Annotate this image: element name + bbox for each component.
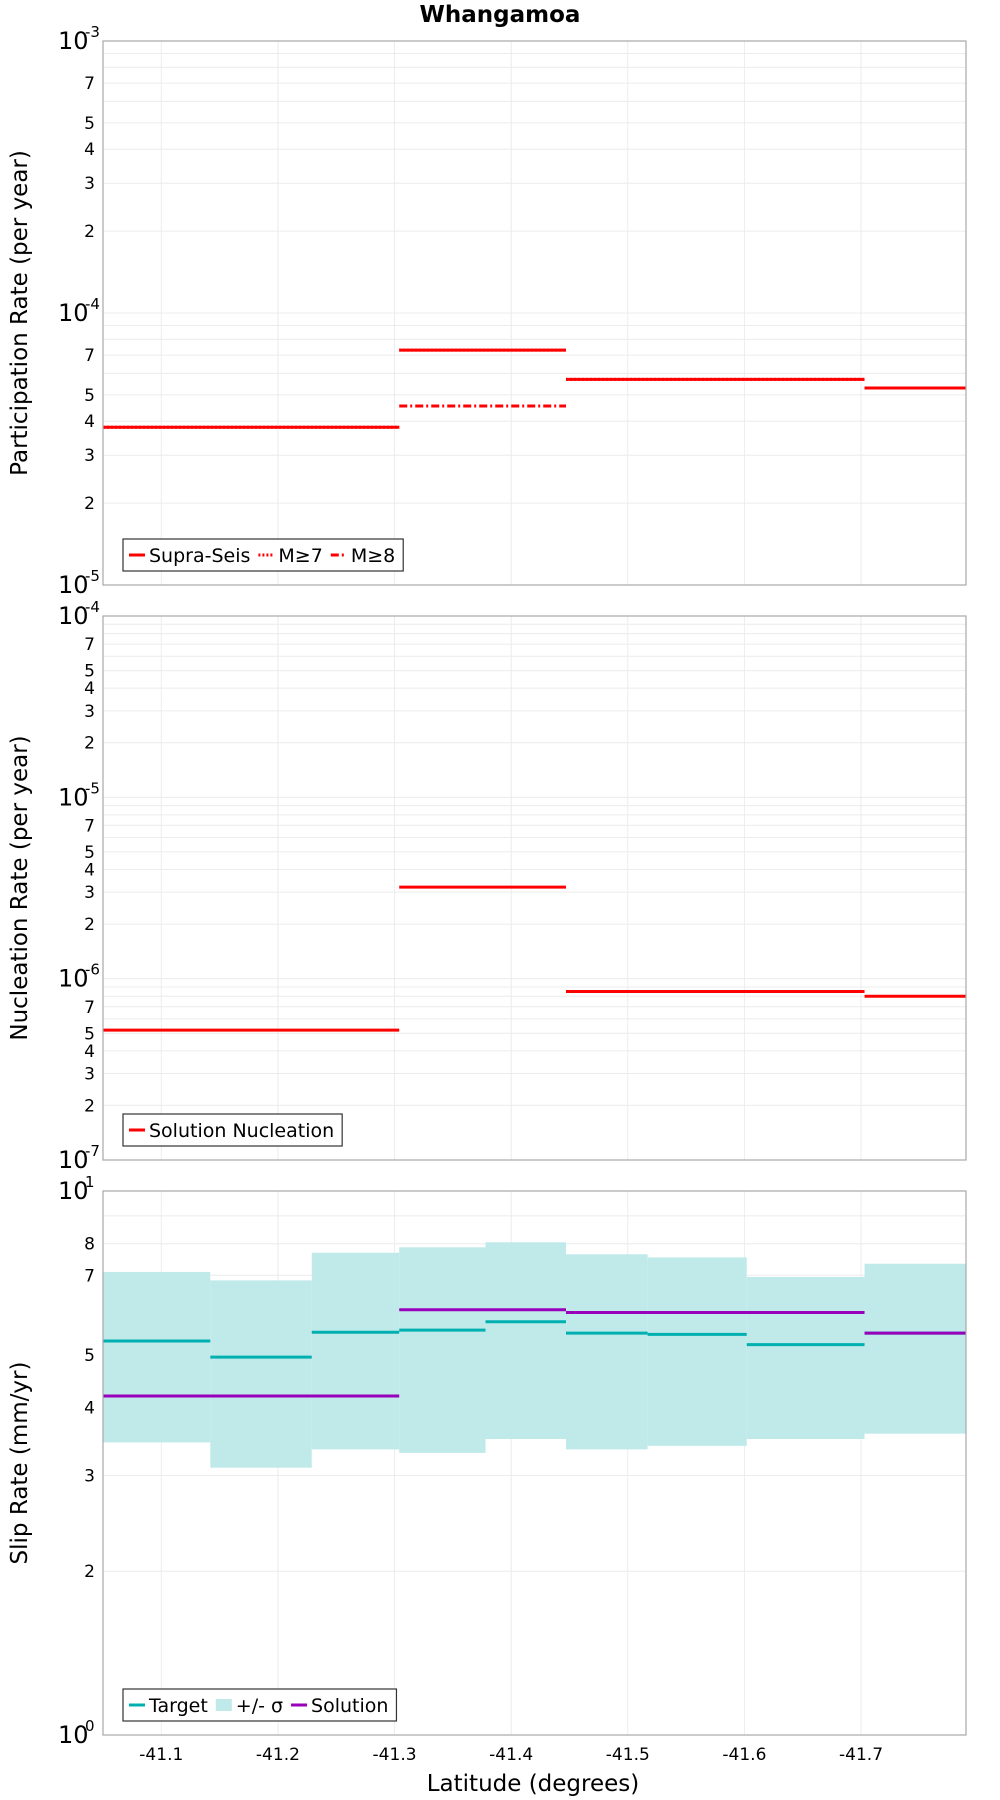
- y-axis-label: Participation Rate (per year): [7, 150, 33, 476]
- y-tick-label: 2: [84, 915, 95, 935]
- x-axis-ticks: -41.1 -41.2 -41.3 -41.4 -41.5 -41.6 -41.7: [139, 1745, 883, 1765]
- y-tick-label: 10: [58, 299, 89, 327]
- y-axis-label: Slip Rate (mm/yr): [7, 1362, 33, 1565]
- legend-frame: [122, 1113, 343, 1147]
- sigma-band-segment: [399, 1247, 486, 1453]
- y-tick-label: 7: [84, 74, 95, 94]
- x-tick-label: -41.2: [256, 1745, 300, 1765]
- x-tick-label: -41.4: [489, 1745, 533, 1765]
- chart-title: Whangamoa: [420, 2, 581, 28]
- y-tick-label: 3: [84, 1064, 95, 1084]
- y-tick-label: 10: [58, 27, 89, 55]
- legend-label: M≥8: [351, 545, 395, 567]
- y-tick-label: 4: [84, 1042, 95, 1062]
- x-tick-label: -41.5: [606, 1745, 650, 1765]
- y-tick-label: 2: [84, 494, 95, 514]
- sigma-band-segment: [311, 1252, 400, 1450]
- y-tick-label: 5: [84, 843, 95, 863]
- legend-label: Supra-Seis: [149, 545, 250, 567]
- y-tick-label: 3: [84, 446, 95, 466]
- sigma-band-segment: [485, 1242, 566, 1440]
- sigma-band-segment: [210, 1280, 312, 1468]
- y-tick-label: 7: [84, 998, 95, 1018]
- sigma-band-segment: [647, 1257, 747, 1446]
- y-tick-exponent: -4: [85, 295, 100, 313]
- legend-frame: [122, 1688, 398, 1722]
- y-tick-label: 2: [84, 1096, 95, 1116]
- y-tick-label: 5: [84, 1346, 95, 1366]
- y-tick-label: 3: [84, 883, 95, 903]
- y-tick-exponent: 0: [85, 1717, 95, 1735]
- y-tick-exponent: 1: [85, 1173, 95, 1191]
- y-tick-label: 3: [84, 702, 95, 722]
- nucleation-legend: Solution Nucleation: [122, 1113, 343, 1147]
- sigma-band-segment: [103, 1271, 211, 1443]
- y-tick-exponent: -5: [85, 567, 100, 585]
- y-tick-label: 7: [84, 346, 95, 366]
- y-tick-label: 8: [84, 1235, 95, 1255]
- sigma-band-segment: [746, 1276, 865, 1440]
- plot-frame: [102, 40, 967, 586]
- y-axis-label: Nucleation Rate (per year): [7, 735, 33, 1040]
- x-tick-label: -41.6: [722, 1745, 766, 1765]
- sigma-band-segment: [864, 1263, 966, 1434]
- legend-label: Target: [148, 1695, 208, 1717]
- y-tick-label: 5: [84, 386, 95, 406]
- y-tick-label: 7: [84, 1266, 95, 1286]
- y-tick-label: 2: [84, 222, 95, 242]
- x-tick-label: -41.1: [139, 1745, 183, 1765]
- sigma-band-segment: [565, 1254, 648, 1450]
- y-tick-exponent: -4: [85, 598, 100, 616]
- y-tick-exponent: -7: [85, 1142, 100, 1160]
- y-tick-label: 5: [84, 662, 95, 682]
- y-tick-exponent: -3: [85, 23, 100, 41]
- y-tick-label: 10: [58, 602, 89, 630]
- y-tick-label: 10: [58, 1721, 89, 1749]
- x-tick-label: -41.7: [839, 1745, 883, 1765]
- legend-label: M≥7: [278, 545, 322, 567]
- x-tick-label: -41.3: [373, 1745, 417, 1765]
- y-tick-label: 3: [84, 174, 95, 194]
- legend-label: Solution: [311, 1695, 388, 1717]
- plot-frame: [102, 1190, 967, 1736]
- y-tick-label: 2: [84, 734, 95, 754]
- y-tick-label: 7: [84, 816, 95, 836]
- y-tick-label: 4: [84, 412, 95, 432]
- plot-frame: [102, 615, 967, 1161]
- y-tick-label: 2: [84, 1562, 95, 1582]
- y-tick-label: 10: [58, 783, 89, 811]
- legend-label: Solution Nucleation: [149, 1120, 334, 1142]
- y-tick-exponent: -5: [85, 779, 100, 797]
- slip-legend: Target +/- σ Solution: [122, 1688, 398, 1722]
- y-tick-label: 7: [84, 635, 95, 655]
- y-tick-label: 5: [84, 114, 95, 134]
- y-tick-label: 10: [58, 965, 89, 993]
- nucleation-rate-panel: 10-710-610-510-4234572345723457Nucleatio…: [7, 598, 967, 1174]
- y-tick-label: 4: [84, 1398, 95, 1418]
- y-tick-label: 10: [58, 1177, 89, 1205]
- y-tick-exponent: -6: [85, 961, 100, 979]
- y-tick-label: 4: [84, 140, 95, 160]
- y-tick-label: 5: [84, 1024, 95, 1044]
- y-tick-label: 4: [84, 860, 95, 880]
- participation-legend: Supra-Seis M≥7 M≥8: [122, 538, 404, 572]
- legend-swatch: [215, 1699, 232, 1711]
- y-tick-label: 3: [84, 1466, 95, 1486]
- y-tick-label: 10: [58, 1146, 89, 1174]
- legend-label: +/- σ: [236, 1695, 283, 1717]
- y-tick-label: 4: [84, 679, 95, 699]
- x-axis-label: Latitude (degrees): [427, 1771, 640, 1797]
- y-tick-label: 10: [58, 571, 89, 599]
